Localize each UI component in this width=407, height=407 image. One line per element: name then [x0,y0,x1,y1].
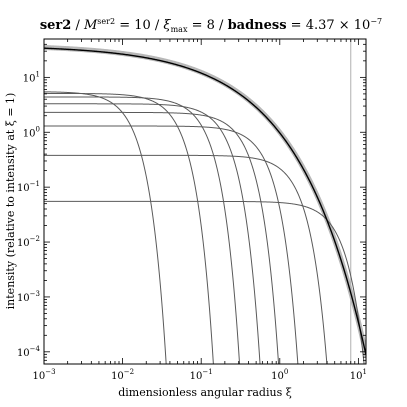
x-tick-label-base: 10 [32,371,45,382]
y-tick-label: 10−3 [17,290,40,304]
component-line-2 [44,92,214,364]
title-m-symbol: M [83,18,98,33]
component-line-1 [44,91,167,364]
component-line-5 [44,111,280,364]
component-line-4 [44,103,261,364]
title-m-value: = 10 [115,18,151,33]
y-tick-label: 10−1 [17,180,40,194]
plot-area [44,39,366,364]
component-line-8 [44,200,365,364]
title-badness-label: badness [228,18,287,33]
title-separator: / [71,18,84,33]
x-tick-label-exponent: 1 [363,368,367,376]
title-xi-symbol: ξ [163,18,171,33]
y-tick-label-exponent: 0 [36,125,40,133]
x-tick-label-exponent: −1 [202,368,212,376]
title-separator: / [215,18,228,33]
y-tick-label-base: 10 [23,128,36,139]
x-tick-label: 100 [271,368,288,382]
y-tick-label: 10−2 [17,235,40,249]
y-tick-label-base: 10 [17,348,30,359]
x-tick-label-exponent: −3 [45,368,55,376]
total-profile-line [44,47,366,356]
title-badness-exponent: −7 [370,17,382,26]
x-tick-label-base: 10 [271,371,284,382]
y-tick-label: 101 [23,70,40,84]
y-tick-label-base: 10 [17,238,30,249]
x-tick-label-exponent: 0 [284,368,288,376]
x-tick-label: 10−1 [190,368,213,382]
title-xi-subscript: max [171,25,188,34]
chart-title: ser2 / Mser2 = 10 / ξmax = 8 / badness =… [40,17,382,34]
y-tick-label-exponent: −1 [30,180,40,188]
x-tick-label-base: 10 [190,371,203,382]
plot-frame [43,38,367,365]
y-tick-label-base: 10 [23,73,36,84]
component-line-7 [44,154,328,364]
x-tick-label-base: 10 [111,371,124,382]
component-line-6 [44,125,299,364]
y-tick-label-base: 10 [17,183,30,194]
y-tick-label-exponent: −2 [30,235,40,243]
x-tick-label-base: 10 [350,371,363,382]
x-axis-label: dimensionless angular radius ξ [118,386,292,399]
x-tick-label: 10−3 [32,368,55,382]
x-tick-label: 10−2 [111,368,134,382]
y-tick-label-base: 10 [17,293,30,304]
y-tick-label-exponent: −4 [30,345,41,353]
title-m-superscript: ser2 [97,17,115,26]
x-tick-label-exponent: −2 [124,368,134,376]
title-profile-name: ser2 [40,18,71,33]
y-tick-label: 10−4 [17,345,41,359]
x-tick-label: 101 [350,368,367,382]
y-tick-label-exponent: −3 [30,290,40,298]
title-xi-value: = 8 [187,18,214,33]
y-tick-label-exponent: 1 [36,70,40,78]
y-tick-label: 100 [23,125,40,139]
title-separator: / [151,18,164,33]
y-axis-label: intensity (relative to intensity at ξ = … [4,93,17,310]
title-badness-value: = 4.37 × 10 [287,18,371,33]
component-line-3 [44,96,241,364]
